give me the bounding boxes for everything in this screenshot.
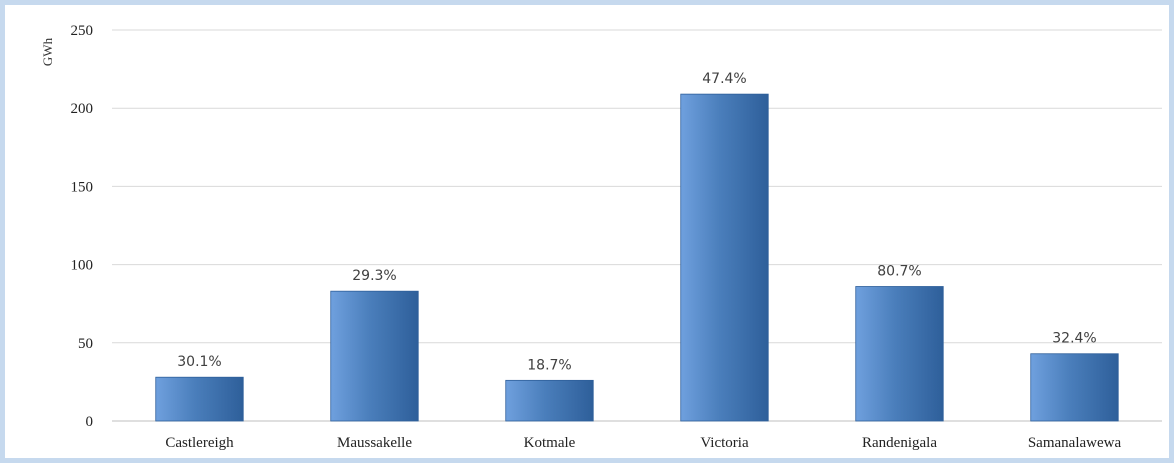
y-axis-label: GWh [40, 37, 55, 66]
gridlines [112, 29, 1162, 422]
bar [855, 286, 944, 422]
y-tick-label: 250 [71, 23, 94, 39]
data-label: 47.4% [702, 71, 746, 87]
data-label: 18.7% [527, 357, 571, 373]
data-label: 29.3% [352, 268, 396, 284]
bar [330, 290, 419, 422]
bar [155, 376, 244, 422]
x-tick-label: Victoria [700, 435, 749, 451]
bar [680, 93, 769, 422]
y-tick-label: 100 [71, 258, 94, 274]
x-tick-label: Maussakelle [337, 435, 412, 451]
bar [1030, 353, 1119, 422]
data-label: 80.7% [877, 263, 921, 279]
data-labels: 30.1% 29.3% 18.7% 47.4% 80.7% 32.4% [177, 71, 1096, 373]
y-tick-label: 200 [71, 101, 94, 117]
x-axis-ticks: Castlereigh Maussakelle Kotmale Victoria Ran… [165, 435, 1121, 451]
x-tick-label: Castlereigh [165, 435, 234, 451]
y-axis-ticks: 0 50 100 150 200 250 [71, 23, 94, 430]
x-tick-label: Kotmale [524, 435, 576, 451]
x-tick-label: Randenigala [862, 435, 937, 451]
y-tick-label: 50 [78, 336, 93, 352]
bars [155, 93, 1119, 422]
y-tick-label: 150 [71, 179, 94, 195]
data-label: 30.1% [177, 354, 221, 370]
x-tick-label: Samanalawewa [1028, 435, 1122, 451]
bar-chart: 0 50 100 150 200 250 GWh 30.1% 29.3% 18.7% 47.4%… [40, 23, 1162, 451]
data-label: 32.4% [1052, 331, 1096, 347]
y-tick-label: 0 [86, 414, 94, 430]
bar [505, 379, 594, 422]
